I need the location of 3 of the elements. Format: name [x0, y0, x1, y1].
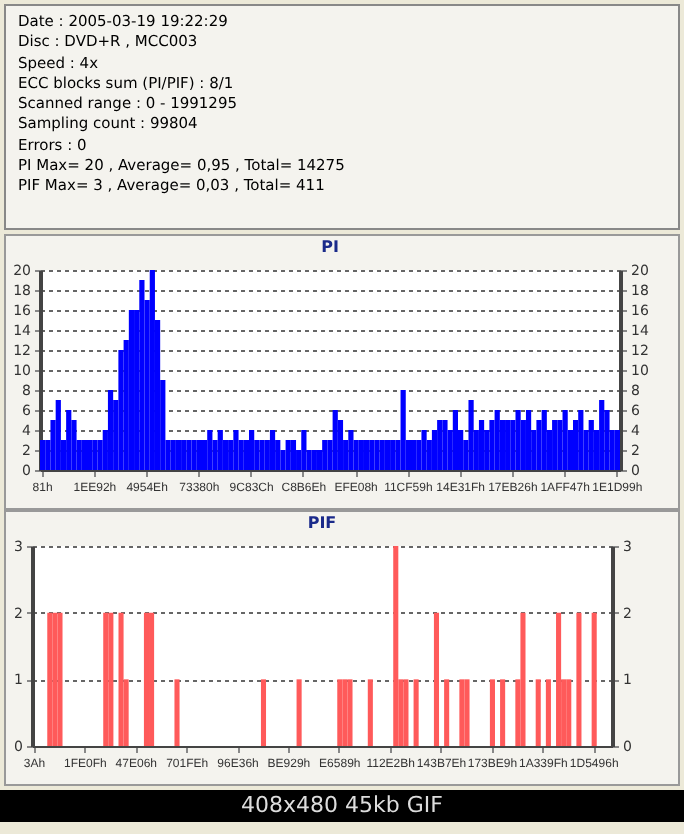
- chart-title: PIF: [307, 514, 337, 532]
- chart-title: PI: [321, 238, 339, 256]
- text: 408x480 45kb GIF: [0, 790, 684, 822]
